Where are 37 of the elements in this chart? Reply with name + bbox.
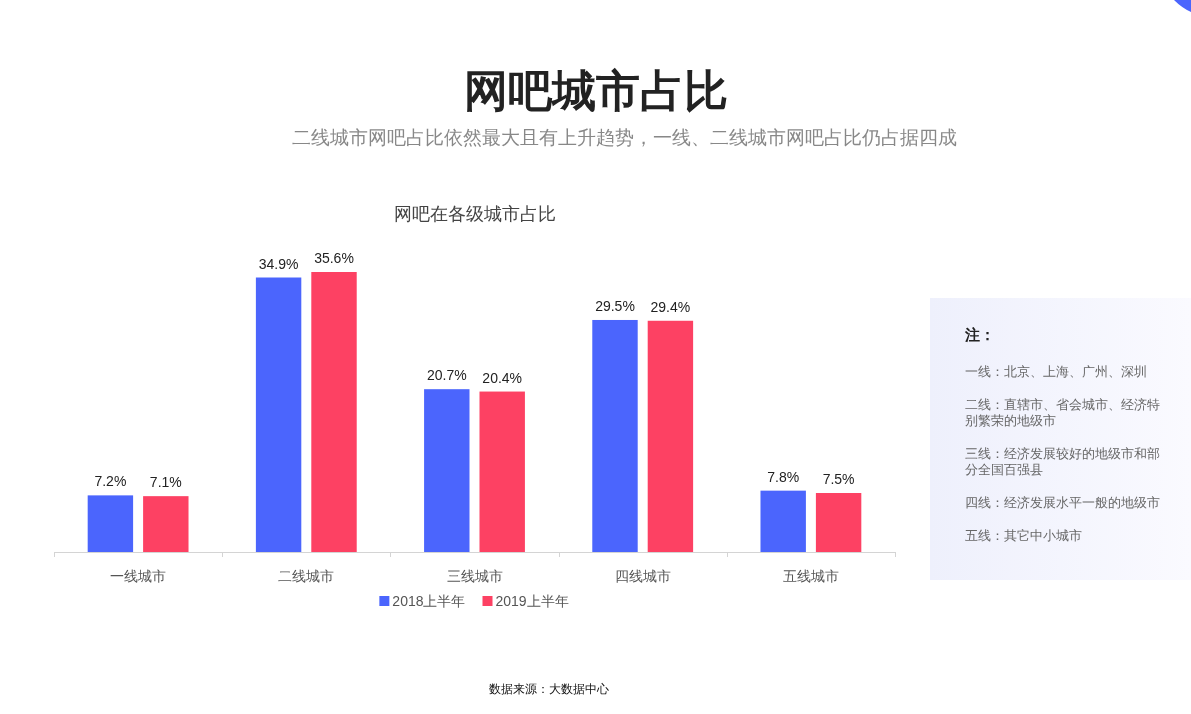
source-note: 数据来源：大数据中心 [488, 682, 609, 696]
bar [815, 493, 862, 552]
bar [143, 496, 189, 552]
bar [592, 319, 638, 552]
x-tick-label: 四线城市 [614, 568, 671, 584]
text: 五线：其它中小城市 [965, 528, 1082, 543]
bar [760, 490, 806, 552]
data-label: 7.8% [767, 468, 800, 485]
chart-subtitle: 二线城市网吧占比依然最大且有上升趋势，一线、二线城市网吧占比仍占据四成 [291, 127, 957, 148]
data-label: 35.6% [314, 250, 354, 266]
x-tick-label: 五线城市 [782, 568, 839, 584]
text: 网吧在各级城市占比 [393, 204, 556, 224]
text: 一线：北京、上海、广州、深圳 [965, 364, 1147, 379]
x-tick-label: 三线城市 [446, 568, 503, 584]
legend-label: 2018上半年 [392, 593, 466, 609]
x-tick-label: 二线城市 [278, 568, 335, 584]
bar [647, 320, 694, 552]
data-label: 34.9% [258, 255, 299, 272]
data-label: 7.1% [149, 474, 182, 491]
x-tick-label: 一线城市 [110, 568, 167, 584]
text: 二线：直辖市、省会城市、经济特别繁荣的地级市 [965, 397, 1160, 428]
bar [311, 272, 357, 552]
text: 三线：经济发展较好的地级市和部分全国百强县 [965, 446, 1160, 477]
bar [87, 495, 134, 552]
data-label: 29.4% [650, 298, 691, 315]
data-label: 29.5% [595, 297, 635, 314]
data-label: 7.5% [822, 471, 855, 488]
data-label: 20.7% [426, 367, 467, 384]
data-label: 20.4% [482, 369, 523, 386]
legend-label: 2019上半年 [495, 593, 569, 609]
text: 注： [964, 326, 995, 343]
bar [479, 391, 525, 552]
bar [424, 389, 470, 552]
bar [255, 277, 302, 552]
text: 四线：经济发展水平一般的地级市 [965, 495, 1160, 510]
data-label: 7.2% [94, 473, 127, 490]
chart-title: 网吧城市占比 [464, 66, 728, 115]
